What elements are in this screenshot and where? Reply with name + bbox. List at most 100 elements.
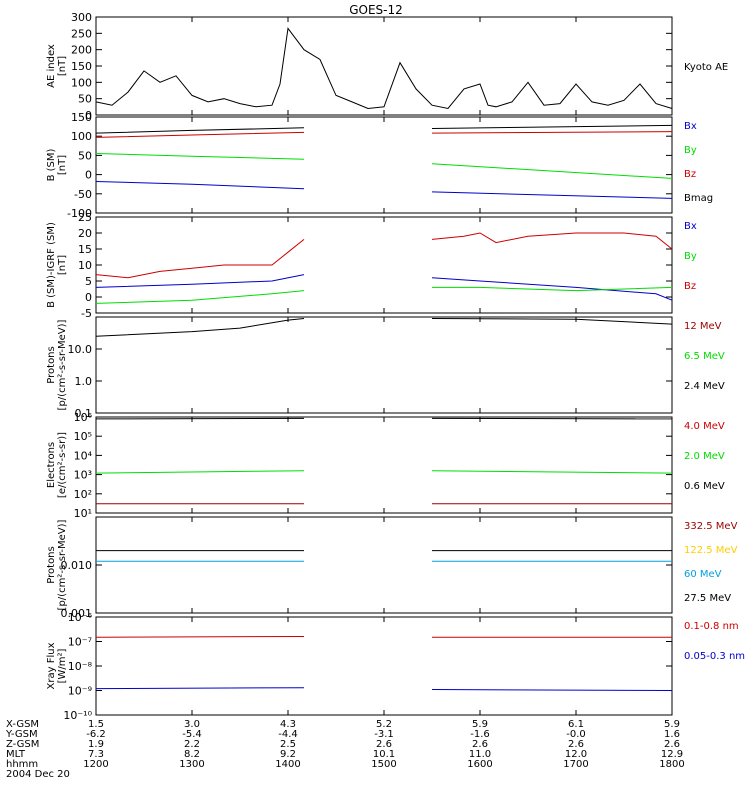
series-line — [95, 417, 305, 420]
y-tick-label: 10³ — [74, 469, 92, 482]
y-axis-label-line: [nT] — [57, 56, 68, 76]
y-axis-label-line: Xray Flux — [46, 642, 57, 689]
footer-row-label: hhmm — [6, 759, 38, 770]
y-tick-label: -50 — [74, 188, 92, 201]
y-axis-label-line: [W/m²] — [57, 648, 68, 683]
panel-frame — [95, 16, 673, 116]
y-tick-label: 200 — [71, 44, 92, 57]
y-tick-label: 10 — [78, 259, 92, 272]
chart-title: GOES-12 — [349, 3, 403, 17]
footer-value: 8.2 — [184, 749, 200, 760]
y-tick-label: 10.0 — [68, 343, 93, 356]
footer-row-label: Y-GSM — [5, 729, 38, 740]
y-tick-label: 0.010 — [61, 559, 93, 572]
footer-value: 2.6 — [664, 739, 680, 750]
y-tick-label: 10⁻⁷ — [68, 636, 92, 649]
series-line — [431, 318, 673, 325]
time-axis-footer: X-GSM 1.5 3.0 4.3 5.2 5.9 6.1 5.9 Y-GSM -6.2 -5.4 -… — [5, 719, 685, 780]
legend-label: 6.5 MeV — [684, 351, 725, 362]
y-axis-label-line: AE index — [46, 44, 57, 88]
legend-label: 60 MeV — [684, 569, 722, 580]
y-axis-label-line: [e/(cm²-s-sr)] — [57, 432, 68, 498]
footer-value: -5.4 — [182, 729, 202, 740]
panel-frame — [95, 416, 673, 514]
footer-value: 1500 — [371, 759, 396, 770]
footer-value: -0.0 — [566, 729, 586, 740]
y-tick-label: 10⁵ — [74, 430, 92, 443]
y-tick-label: 0.001 — [61, 607, 93, 620]
y-tick-label: 100 — [71, 76, 92, 89]
y-axis-label: B (SM)[nT] — [46, 148, 68, 181]
series-line — [431, 124, 673, 129]
footer-value: 12.9 — [661, 749, 683, 760]
footer-value: 1300 — [179, 759, 204, 770]
series-line — [95, 470, 305, 474]
panel-7: 10⁻¹⁰ 10⁻⁹ 10⁻⁸ 10⁻⁷ 10⁻⁶ Xray Flux[W/m²] 0.1-… — [46, 611, 745, 722]
legend-label: By — [684, 145, 697, 156]
legend-label: Kyoto AE — [684, 62, 728, 73]
footer-value: -3.1 — [374, 729, 394, 740]
footer-value: -1.6 — [470, 729, 490, 740]
y-tick-label: -100 — [67, 207, 92, 220]
footer-value: 1.6 — [664, 729, 680, 740]
y-tick-label: 10⁻⁶ — [68, 611, 93, 624]
legend-label: 12 MeV — [684, 321, 722, 332]
footer-value: 1200 — [83, 759, 108, 770]
footer-value: 5.9 — [664, 719, 680, 730]
y-axis-label-line: [nT] — [57, 255, 68, 275]
series-line — [95, 153, 305, 160]
series-line — [95, 636, 305, 638]
footer-row-label: Z-GSM — [6, 739, 39, 750]
footer-row-label: X-GSM — [6, 719, 39, 730]
series-line — [95, 687, 305, 690]
y-tick-label: 50 — [78, 93, 92, 106]
footer-value: 2.6 — [568, 739, 584, 750]
footer-value: 1700 — [563, 759, 588, 770]
y-axis-label: Xray Flux[W/m²] — [46, 642, 68, 689]
footer-value: 1400 — [275, 759, 300, 770]
y-axis-label-line: B (SM)-IGRF (SM) — [46, 222, 57, 308]
series-line — [431, 131, 673, 134]
panel-1: 0 50 100 150 200 250 300 AE index[nT] Kyoto AE — [46, 11, 728, 122]
y-tick-label: 250 — [71, 27, 92, 40]
y-axis-label-line: [nT] — [57, 155, 68, 175]
panel-frame — [95, 116, 673, 214]
series-line — [95, 239, 305, 279]
footer-value: 12.0 — [565, 749, 587, 760]
footer-value: 2.6 — [376, 739, 392, 750]
legend-label: 0.05-0.3 nm — [684, 651, 745, 662]
footer-value: -4.4 — [278, 729, 298, 740]
legend-label: 4.0 MeV — [684, 421, 725, 432]
y-tick-label: 10⁻⁸ — [68, 660, 93, 673]
series-line — [431, 232, 673, 250]
series-line — [431, 191, 673, 199]
y-tick-label: 0 — [85, 169, 92, 182]
panel-5: 10¹ 10² 10³ 10⁴ 10⁵ 10⁶ Electrons[e/(cm²-s-sr)… — [46, 411, 725, 520]
footer-value: 1600 — [467, 759, 492, 770]
y-tick-label: 15 — [78, 243, 92, 256]
footer-value: 10.1 — [373, 749, 395, 760]
legend-label: 2.0 MeV — [684, 451, 725, 462]
legend-label: 332.5 MeV — [684, 521, 738, 532]
footer-value: 3.0 — [184, 719, 200, 730]
y-tick-label: 10¹ — [74, 507, 92, 520]
y-tick-label: -5 — [81, 307, 92, 320]
series-line — [95, 131, 305, 138]
legend-label: 122.5 MeV — [684, 545, 738, 556]
legend-label: Bx — [684, 221, 697, 232]
footer-value: 9.2 — [280, 749, 296, 760]
legend-label: 2.4 MeV — [684, 381, 725, 392]
y-tick-label: 10⁻⁹ — [68, 685, 92, 698]
y-axis-label-line: Protons — [46, 546, 57, 583]
footer-value: 1800 — [659, 759, 684, 770]
footer-value: 1.9 — [88, 739, 104, 750]
y-tick-label: 10⁶ — [74, 411, 93, 424]
panel-frame — [95, 616, 673, 716]
y-axis-label: Protons[p/(cm²-s-sr-MeV)] — [46, 319, 68, 410]
footer-value: 1.5 — [88, 719, 104, 730]
series-line — [95, 318, 305, 337]
series-line — [95, 27, 673, 110]
